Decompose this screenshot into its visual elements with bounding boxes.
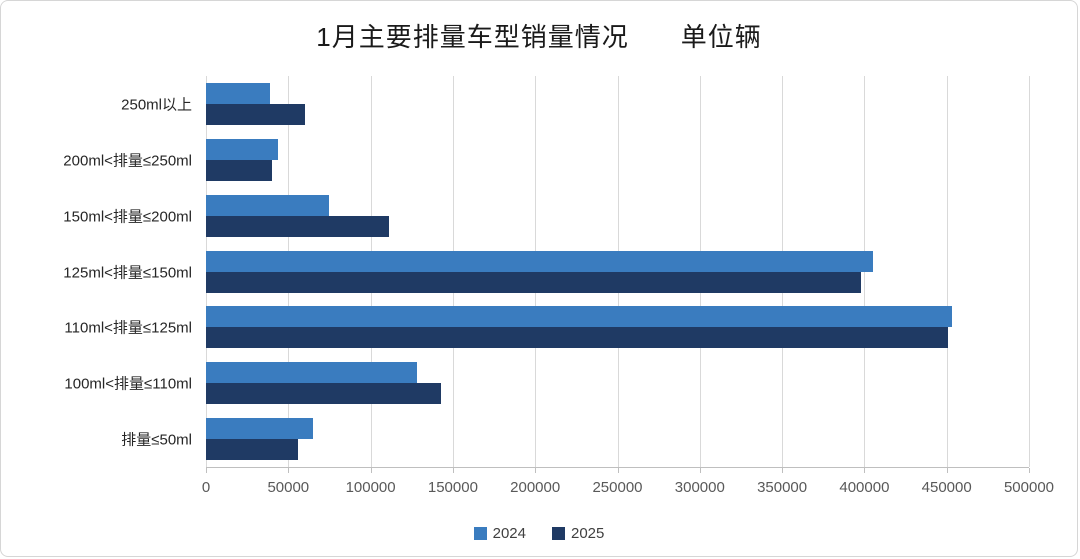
category-row: 110ml<排量≤125ml <box>64 299 1029 355</box>
category-label: 排量≤50ml <box>121 431 192 449</box>
bar-2025 <box>206 159 272 181</box>
legend-label: 2025 <box>571 525 605 542</box>
plot-area: 250ml以上 200ml<排量≤250ml 150ml<排量≤200ml 125ml… <box>63 76 1054 496</box>
legend-label: 2024 <box>492 525 526 542</box>
xtick-label-200000: 200000 <box>510 479 561 496</box>
xtick-label-500000: 500000 <box>1003 479 1055 496</box>
xtick-label-250000: 250000 <box>592 479 643 496</box>
xtick-label-0: 0 <box>201 479 211 496</box>
tickmark-450000 <box>946 468 948 473</box>
category-row: 125ml<排量≤150ml <box>63 244 1029 300</box>
category-label: 100ml<排量≤110ml <box>64 375 192 393</box>
xtick-label-350000: 350000 <box>757 479 808 496</box>
chart-title-text: 1月主要排量车型销量情况 <box>316 22 629 52</box>
category-label: 125ml<排量≤150ml <box>63 264 192 281</box>
bar-2025 <box>206 215 389 237</box>
xtick-label-100000: 100000 <box>345 479 396 496</box>
category-row: 200ml<排量≤250ml <box>63 132 1029 188</box>
bar-2025 <box>206 327 949 349</box>
bar-2024 <box>206 138 279 160</box>
bar-2025 <box>206 439 299 461</box>
x-axis-line <box>206 467 1029 468</box>
category-row: 250ml以上 <box>121 76 1029 132</box>
tickmark-350000 <box>782 468 784 473</box>
tickmark-50000 <box>288 468 290 473</box>
tickmark-250000 <box>617 468 619 473</box>
bar-2025 <box>206 383 442 405</box>
category-label: 150ml<排量≤200ml <box>63 208 192 226</box>
tickmark-400000 <box>864 468 866 473</box>
xtick-label-50000: 50000 <box>267 479 310 496</box>
bar-2024 <box>206 194 330 216</box>
bar-2025 <box>206 271 862 293</box>
chart-title: 1月主要排量车型销量情况 单位辆 <box>1 17 1077 54</box>
tickmark-200000 <box>535 468 537 473</box>
xtick-label-300000: 300000 <box>674 479 725 496</box>
category-label: 110ml<排量≤125ml <box>64 319 192 337</box>
bar-2024 <box>206 418 313 440</box>
bar-2025 <box>206 103 305 125</box>
bar-rows-container: 250ml以上 200ml<排量≤250ml 150ml<排量≤200ml 125ml… <box>63 76 1029 467</box>
tickmark-0 <box>206 468 207 473</box>
tickmark-500000 <box>1029 468 1030 473</box>
category-row: 100ml<排量≤110ml <box>64 355 1029 411</box>
xtick-label-450000: 450000 <box>921 479 972 496</box>
legend-item-2024: 2024 <box>473 525 526 542</box>
legend: 2024 2025 <box>1 525 1077 542</box>
legend-item-2025: 2025 <box>552 525 604 542</box>
bar-2024 <box>206 306 952 328</box>
tickmark-150000 <box>452 468 454 473</box>
bar-2024 <box>206 362 417 384</box>
legend-swatch-icon <box>473 527 487 540</box>
tickmark-300000 <box>699 468 701 473</box>
bar-2024 <box>206 250 873 272</box>
gridline-450000 <box>946 76 948 467</box>
category-label: 200ml<排量≤250ml <box>63 152 192 170</box>
xtick-label-400000: 400000 <box>839 479 890 496</box>
gridline-400000 <box>864 76 866 467</box>
chart-unit-label: 单位辆 <box>680 22 762 52</box>
gridline-500000 <box>1029 76 1030 467</box>
category-row: 150ml<排量≤200ml <box>63 188 1029 244</box>
category-row: 排量≤50ml <box>121 411 1029 467</box>
bar-2024 <box>206 82 271 104</box>
category-label: 250ml以上 <box>121 96 192 114</box>
legend-swatch-icon <box>552 527 565 540</box>
xtick-label-150000: 150000 <box>427 479 478 496</box>
tickmark-100000 <box>370 468 372 473</box>
